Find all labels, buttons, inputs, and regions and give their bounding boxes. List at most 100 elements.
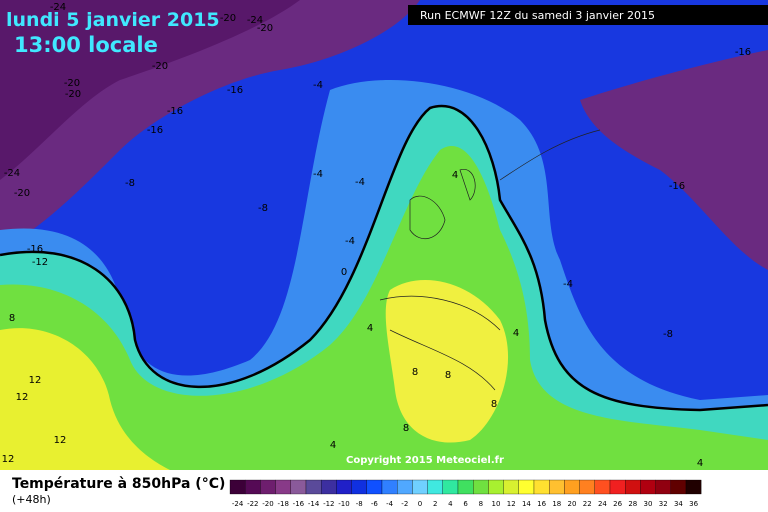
colorbar-swatch	[366, 479, 383, 495]
contour-label: 12	[54, 435, 67, 446]
contour-label: -20	[220, 13, 236, 24]
colorbar-swatch	[609, 479, 626, 495]
contour-label: -24	[50, 2, 66, 13]
colorbar-swatch	[412, 479, 428, 495]
colorbar-swatch	[518, 479, 535, 495]
contour-label: -24	[4, 168, 20, 179]
contour-label: -24	[247, 15, 263, 26]
contour-label: -4	[313, 80, 323, 91]
colorbar-swatch	[336, 479, 352, 495]
colorbar-swatch	[442, 479, 459, 495]
warm-area	[0, 146, 768, 470]
colorbar-swatch	[503, 479, 519, 495]
contour-label: -4	[345, 236, 355, 247]
colorbar-swatch	[427, 479, 443, 495]
coldest-area	[0, 0, 300, 180]
contour-label: 12	[2, 454, 15, 465]
colorbar-label: -12	[323, 500, 334, 508]
colorbar-label: 36	[689, 500, 698, 508]
colorbar-swatch	[625, 479, 641, 495]
colorbar-label: 22	[583, 500, 592, 508]
colorbar-label: 34	[674, 500, 683, 508]
colorbar-label: 32	[659, 500, 668, 508]
contour-label: 4	[697, 458, 703, 469]
colorbar-swatch	[533, 479, 550, 495]
colorbar-swatch	[381, 479, 398, 495]
contour-label: 8	[491, 399, 497, 410]
contour-label: -4	[313, 169, 323, 180]
contour-label: 4	[330, 440, 336, 451]
colorbar-label: 20	[568, 500, 577, 508]
contour-label: 8	[412, 367, 418, 378]
colorbar-swatch	[488, 479, 504, 495]
colorbar-swatch	[351, 479, 367, 495]
colorbar-label: -14	[308, 500, 320, 508]
map-title: lundi 5 janvier 2015	[6, 9, 220, 31]
legend-subtitle: (+48h)	[12, 493, 51, 506]
contour-label: -16	[27, 244, 43, 255]
contour-label: -16	[167, 106, 183, 117]
colorbar-label: 30	[644, 500, 653, 508]
colorbar: -24 -22 -20 -18 -16 -14 -12 -10 -8 -6 -4 -2 0 2 4 6 8 10 1…	[229, 479, 702, 508]
contour-label: -20	[257, 23, 273, 34]
colorbar-label: 14	[522, 500, 531, 508]
very-cold-area-east	[580, 50, 768, 270]
coastline	[379, 129, 601, 391]
colorbar-label: 16	[537, 500, 546, 508]
contour-label: -8	[663, 329, 673, 340]
contour-label: -16	[227, 85, 243, 96]
colorbar-label: -24	[232, 500, 244, 508]
colorbar-swatch	[305, 479, 322, 495]
colorbar-swatch	[290, 479, 307, 495]
colorbar-label: 4	[448, 500, 453, 508]
colorbar-swatch	[549, 479, 565, 495]
colorbar-swatch	[564, 479, 580, 495]
colorbar-label: -20	[262, 500, 273, 508]
contour-label: -4	[355, 177, 365, 188]
map: -24-20 -24-20-20-20-20 -16-16-16-24-20-8-4…	[0, 0, 768, 471]
colorbar-label: -10	[338, 500, 349, 508]
contour-label: -16	[669, 181, 685, 192]
colorbar-label: 18	[552, 500, 561, 508]
colorbar-label: -16	[293, 500, 305, 508]
contour-label: -4	[563, 279, 573, 290]
colorbar-swatch	[670, 479, 687, 495]
colorbar-label: -6	[371, 500, 379, 508]
colorbar-swatch	[260, 479, 276, 495]
colorbar-label: -8	[356, 500, 363, 508]
contour-label: 4	[513, 328, 519, 339]
map-subtitle: 13:00 locale	[14, 33, 158, 57]
colorbar-swatch	[275, 479, 291, 495]
colorbar-label: 26	[613, 500, 622, 508]
warmer-area-west	[0, 328, 170, 470]
colorbar-swatch	[640, 479, 656, 495]
zero-isotherm	[0, 104, 768, 412]
colorbar-label: 12	[507, 500, 516, 508]
warmer-area-iberia	[385, 280, 509, 443]
contour-label: 12	[29, 375, 42, 386]
colorbar-swatch	[685, 479, 702, 495]
colorbar-label: 10	[492, 500, 501, 508]
colorbar-swatch	[655, 479, 671, 495]
contour-label: -20	[65, 89, 81, 100]
legend-title: Température à 850hPa (°C)	[12, 476, 225, 492]
colorbar-label: -22	[247, 500, 258, 508]
colorbar-label: 2	[433, 500, 437, 508]
colorbar-swatch	[457, 479, 474, 495]
contour-label: 0	[341, 267, 347, 278]
colorbar-swatch	[245, 479, 261, 495]
colorbar-label: 28	[628, 500, 637, 508]
contour-label: 8	[403, 423, 409, 434]
colorbar-label: 0	[418, 500, 422, 508]
colorbar-label: 8	[479, 500, 483, 508]
contour-label: -20	[152, 61, 168, 72]
run-info: Run ECMWF 12Z du samedi 3 janvier 2015	[420, 9, 655, 22]
colorbar-swatch	[473, 479, 489, 495]
contour-label: 4	[367, 323, 373, 334]
contour-labels: -24-20 -24-20-20-20-20 -16-16-16-24-20-8-4…	[2, 2, 752, 469]
colorbar-swatch	[579, 479, 595, 495]
colorbar-swatch	[229, 479, 246, 495]
contour-label: -20	[14, 188, 30, 199]
